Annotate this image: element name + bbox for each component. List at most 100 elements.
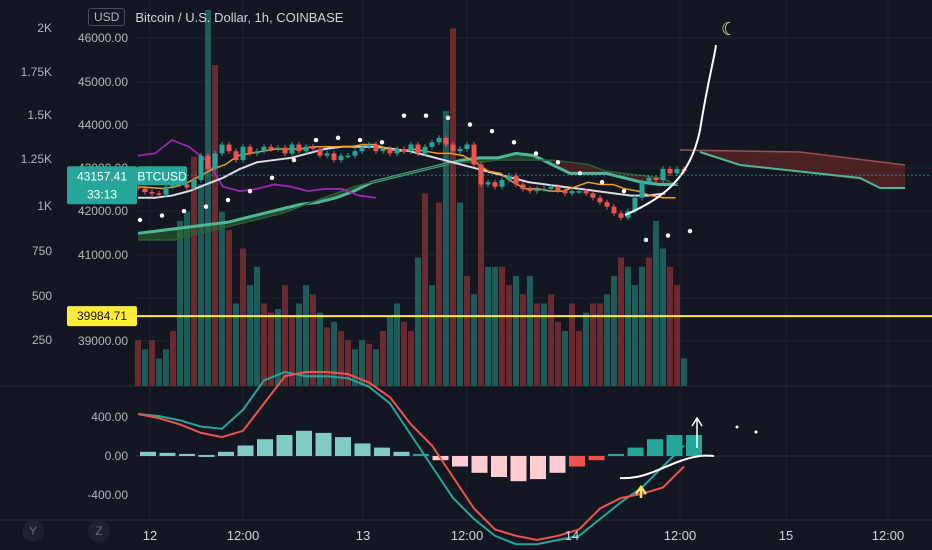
- candle-body: [394, 148, 400, 154]
- macd-histogram-bar: [666, 435, 683, 456]
- volume-bar: [569, 303, 575, 386]
- volume-bar: [219, 211, 225, 386]
- span-b-line: [138, 159, 679, 241]
- volume-bar: [625, 266, 631, 386]
- candle-body: [212, 153, 218, 169]
- last-price-text: 43157.41: [77, 169, 127, 183]
- candle-body: [331, 153, 337, 161]
- time-axis-label: 12:00: [872, 528, 905, 543]
- candle-body: [380, 148, 386, 152]
- volume-bar: [198, 184, 204, 386]
- volume-bar: [562, 330, 568, 386]
- sar-dot: [489, 129, 495, 134]
- chikou-line: [137, 139, 377, 199]
- candle-body: [436, 137, 442, 143]
- macd-histogram-bar: [276, 435, 293, 456]
- drawn-up-arrow: [691, 416, 703, 448]
- candle-body: [219, 144, 225, 154]
- macd-histogram-bar: [257, 439, 273, 456]
- volume-bar: [184, 211, 190, 386]
- volume-bar: [660, 248, 666, 386]
- volume-bar: [303, 285, 309, 386]
- sar-dot: [159, 213, 165, 218]
- candle-body: [296, 144, 302, 152]
- candle-body: [471, 144, 477, 165]
- ichimoku-cloud-segment: [174, 226, 192, 240]
- volume-bar: [464, 275, 470, 386]
- level-price-tag: [67, 306, 137, 327]
- volume-bar: [443, 110, 449, 386]
- volume-bar: [317, 312, 323, 386]
- chart-title: Bitcoin / U.S. Dollar, 1h, COINBASE: [135, 9, 344, 25]
- volume-bar: [310, 294, 316, 386]
- volume-bar: [135, 340, 141, 386]
- volume-bar: [261, 303, 267, 386]
- macd-histogram-bar: [686, 435, 702, 456]
- volume-bar: [275, 308, 281, 386]
- drawn-macd-curve: [619, 454, 715, 480]
- candle-body: [429, 142, 435, 147]
- candle-body: [534, 188, 540, 192]
- sar-dot: [225, 197, 231, 203]
- macd-histogram-bar: [335, 437, 351, 456]
- sar-dot: [269, 175, 275, 181]
- candle-body: [282, 147, 288, 154]
- candle-body: [562, 190, 568, 194]
- candle-body: [317, 148, 323, 156]
- moon-icon: ☾: [721, 19, 738, 39]
- volume-bar: [513, 275, 519, 386]
- macd-histogram-bar: [237, 445, 254, 456]
- price-tick-label: 44000.00: [78, 118, 128, 132]
- candle-body: [604, 202, 610, 207]
- volume-bar: [506, 285, 512, 386]
- sar-dot: [643, 237, 649, 243]
- macd-histogram-bar: [647, 439, 663, 456]
- candle-body: [492, 182, 498, 187]
- candle-body: [485, 182, 491, 185]
- corner-button-y[interactable]: Y: [22, 520, 44, 542]
- volume-tick-label: 1K: [37, 199, 52, 213]
- candle-body: [415, 144, 421, 154]
- candle-body: [324, 153, 330, 156]
- sar-dot: [181, 208, 187, 214]
- macd-tick-label: -400.00: [87, 488, 128, 502]
- candle-body: [359, 146, 365, 152]
- volume-bar: [674, 285, 680, 386]
- volume-bar: [226, 230, 232, 386]
- candle-body: [639, 182, 645, 198]
- candle-body: [254, 151, 260, 154]
- candle-body: [674, 168, 680, 174]
- volume-bar: [520, 294, 526, 386]
- volume-bar: [611, 275, 617, 386]
- volume-bar: [170, 330, 176, 386]
- volume-bar: [576, 330, 582, 386]
- sar-dot: [203, 204, 209, 209]
- macd-histogram-bar: [588, 456, 605, 461]
- price-tick-label: 46000.00: [78, 31, 128, 45]
- macd-histogram-bar: [198, 454, 215, 457]
- corner-button-z[interactable]: Z: [88, 520, 110, 542]
- volume-bar: [366, 343, 372, 386]
- candle-body: [590, 193, 596, 198]
- candle-body: [156, 193, 162, 195]
- macd-histogram-bar: [627, 447, 644, 456]
- volume-bar: [485, 266, 491, 386]
- candle-body: [457, 148, 463, 152]
- macd-histogram-bar: [471, 456, 488, 473]
- volume-bar: [394, 303, 400, 386]
- macd-histogram-bar: [296, 430, 312, 456]
- candle-body: [597, 197, 603, 203]
- volume-bar: [555, 321, 561, 386]
- volume-tick-label: 1.5K: [27, 108, 52, 122]
- currency-button[interactable]: USD: [88, 8, 126, 26]
- candle-body: [149, 192, 155, 194]
- macd-histogram-bar: [569, 456, 585, 467]
- time-axis-label: 14: [565, 528, 579, 543]
- volume-bar: [632, 285, 638, 386]
- macd-tick-label: 0.00: [105, 449, 129, 463]
- volume-bar: [345, 340, 351, 386]
- macd-histogram-bar: [452, 456, 468, 467]
- volume-bar: [667, 266, 673, 386]
- macd-histogram-bar: [218, 451, 234, 456]
